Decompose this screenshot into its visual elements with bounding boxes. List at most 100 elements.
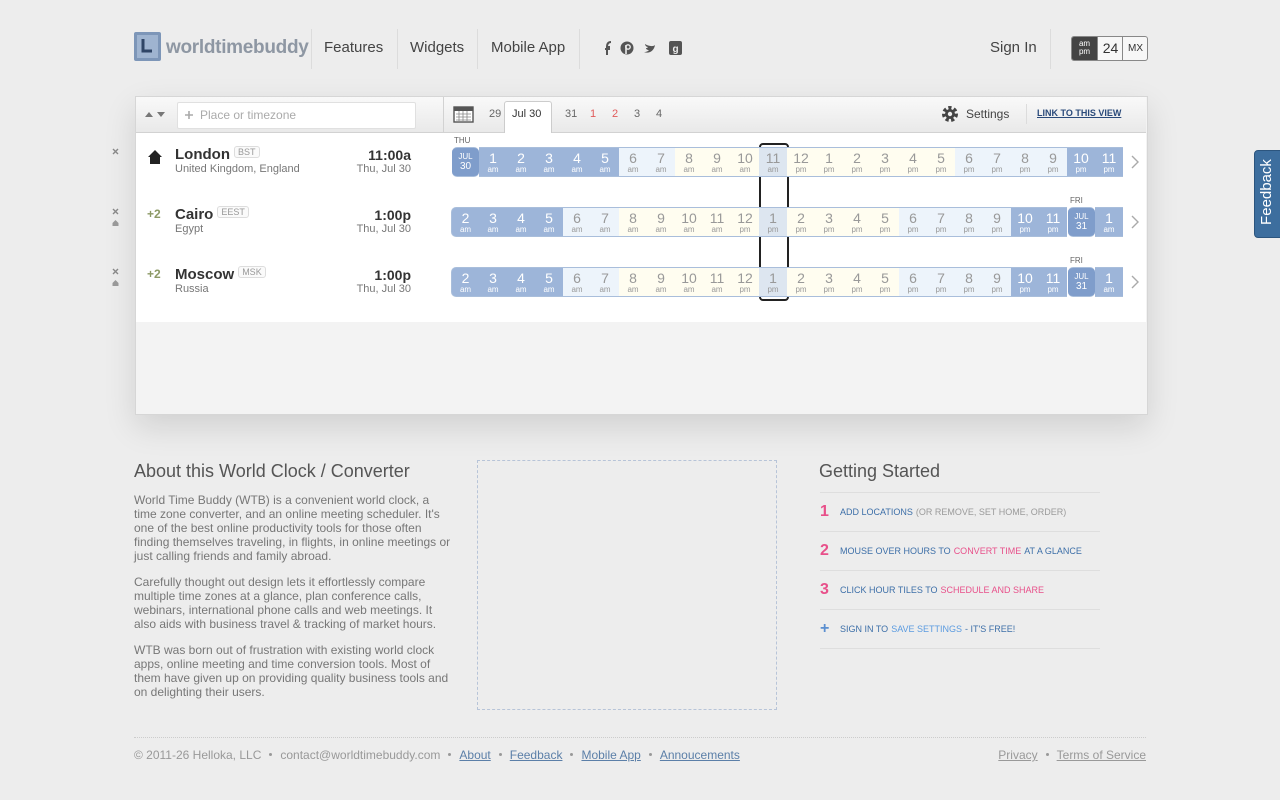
hour-tile[interactable]: 2 pm bbox=[787, 207, 815, 237]
hour-tile[interactable]: 2 am bbox=[451, 267, 479, 297]
scroll-right[interactable] bbox=[1130, 214, 1140, 230]
hour-tile[interactable]: 2 pm bbox=[787, 267, 815, 297]
social-icons[interactable]: g bbox=[598, 39, 688, 57]
hour-tile[interactable]: 4 pm bbox=[899, 147, 927, 177]
search-input[interactable]: Place or timezone bbox=[177, 102, 416, 129]
hour-tile[interactable]: 1 am bbox=[479, 147, 507, 177]
hour-tile[interactable]: 5 am bbox=[535, 207, 563, 237]
hour-tile[interactable]: 2 pm bbox=[843, 147, 871, 177]
date-tab[interactable]: 2 bbox=[612, 108, 619, 120]
remove-location[interactable] bbox=[111, 207, 121, 227]
sort-arrows[interactable] bbox=[143, 108, 169, 120]
hour-tile[interactable]: 12 pm bbox=[731, 207, 759, 237]
hour-tile[interactable]: 7 pm bbox=[983, 147, 1011, 177]
getting-started-item[interactable]: 2 MOUSE OVER HOURS TO CONVERT TIME AT A GLA… bbox=[820, 531, 1100, 570]
getting-started-item[interactable]: 3 CLICK HOUR TILES TO SCHEDULE AND SHARE bbox=[820, 570, 1100, 609]
hour-tile[interactable]: 6 am bbox=[563, 267, 591, 297]
date-tile[interactable]: JUL 31 bbox=[1068, 267, 1095, 297]
hour-tile[interactable]: 5 pm bbox=[871, 267, 899, 297]
date-tab[interactable]: 4 bbox=[656, 108, 663, 120]
hour-tile[interactable]: 9 am bbox=[647, 267, 675, 297]
location-title[interactable]: Cairo bbox=[175, 206, 214, 223]
sign-in[interactable]: Sign In bbox=[990, 39, 1037, 56]
hour-tile[interactable]: 10 pm bbox=[1011, 267, 1039, 297]
email[interactable]: contact@worldtimebuddy.com bbox=[280, 748, 441, 762]
date-tile[interactable]: JUL 31 bbox=[1068, 207, 1095, 237]
hour-tile[interactable]: 8 am bbox=[619, 267, 647, 297]
hour-tile[interactable]: 12 pm bbox=[787, 147, 815, 177]
date-tab[interactable]: 1 bbox=[590, 108, 597, 120]
date-tile[interactable]: JUL 30 bbox=[452, 147, 479, 177]
date-tab[interactable]: 31 bbox=[565, 108, 578, 120]
hour-tile[interactable]: 10 am bbox=[675, 207, 703, 237]
remove-location[interactable] bbox=[111, 267, 121, 287]
footer-link[interactable]: Mobile App bbox=[581, 748, 641, 762]
hour-tile[interactable]: 6 am bbox=[563, 207, 591, 237]
hour-tile[interactable]: 10 pm bbox=[1011, 207, 1039, 237]
hour-tile[interactable]: 9 pm bbox=[983, 267, 1011, 297]
hour-tile[interactable]: 7 pm bbox=[927, 267, 955, 297]
hour-tile[interactable]: 10 pm bbox=[1067, 147, 1095, 177]
hour-tile[interactable]: 4 am bbox=[507, 207, 535, 237]
hour-tile[interactable]: 8 pm bbox=[955, 267, 983, 297]
getting-started-item[interactable]: 1 ADD LOCATIONS (OR REMOVE, SET HOME, ORDE… bbox=[820, 492, 1100, 531]
hour-tile[interactable]: 7 am bbox=[647, 147, 675, 177]
hour-tile[interactable]: 1 am bbox=[1095, 267, 1123, 297]
hour-tile[interactable]: 4 pm bbox=[843, 207, 871, 237]
location-title[interactable]: Moscow bbox=[175, 266, 235, 283]
hour-tile[interactable]: 3 pm bbox=[815, 207, 843, 237]
hour-tile[interactable]: 7 am bbox=[591, 207, 619, 237]
hour-tile[interactable]: 3 am bbox=[479, 267, 507, 297]
hour-tile[interactable]: 9 am bbox=[647, 207, 675, 237]
terms-link[interactable]: Terms of Service bbox=[1056, 748, 1146, 762]
logo-text[interactable]: worldtimebuddy bbox=[166, 37, 309, 58]
hour-tile[interactable]: 2 am bbox=[507, 147, 535, 177]
hour-tile[interactable]: 6 pm bbox=[899, 267, 927, 297]
hour-tile[interactable]: 4 pm bbox=[843, 267, 871, 297]
hour-tile[interactable]: 8 pm bbox=[1011, 147, 1039, 177]
hour-tile[interactable]: 8 am bbox=[619, 207, 647, 237]
hour-tile[interactable]: 11 pm bbox=[1095, 147, 1123, 177]
hour-tile[interactable]: 6 am bbox=[619, 147, 647, 177]
location-name[interactable]: London BST bbox=[175, 146, 260, 163]
calendar-icon[interactable] bbox=[453, 105, 474, 123]
location-name[interactable]: Cairo EEST bbox=[175, 206, 249, 223]
hour-tile[interactable]: 3 am bbox=[535, 147, 563, 177]
date-tab[interactable]: Jul 30 bbox=[512, 108, 542, 120]
footer-link[interactable]: About bbox=[459, 748, 491, 762]
remove-location[interactable] bbox=[111, 147, 121, 167]
hour-tile[interactable]: 6 pm bbox=[899, 207, 927, 237]
getting-started-item[interactable]: + SIGN IN TO SAVE SETTINGS - IT'S FREE! bbox=[820, 609, 1100, 648]
hour-tile[interactable]: 5 pm bbox=[927, 147, 955, 177]
footer-link[interactable]: Feedback bbox=[509, 748, 563, 762]
hour-tile[interactable]: 1 pm bbox=[759, 267, 787, 297]
hour-tile[interactable]: 5 pm bbox=[871, 207, 899, 237]
settings-link[interactable]: Settings bbox=[966, 107, 1010, 121]
hour-tile[interactable]: 6 pm bbox=[955, 147, 983, 177]
link-to-view[interactable]: LINK TO THIS VIEW bbox=[1037, 108, 1122, 118]
feedback-tab[interactable]: Feedback bbox=[1254, 150, 1280, 238]
hour-tile[interactable]: 3 pm bbox=[871, 147, 899, 177]
hour-tile[interactable]: 9 pm bbox=[1039, 147, 1067, 177]
hour-tile[interactable]: 1 pm bbox=[815, 147, 843, 177]
nav-link[interactable]: Widgets bbox=[410, 39, 465, 56]
hour-tile[interactable]: 9 am bbox=[703, 147, 731, 177]
mx-option[interactable]: MX bbox=[1122, 37, 1147, 60]
hour-tile[interactable]: 7 am bbox=[591, 267, 619, 297]
location-name[interactable]: Moscow MSK bbox=[175, 266, 266, 283]
hour-tile[interactable]: 7 pm bbox=[927, 207, 955, 237]
ampm-option[interactable]: am pm bbox=[1072, 37, 1097, 60]
date-tab[interactable]: 3 bbox=[634, 108, 641, 120]
scroll-right[interactable] bbox=[1130, 274, 1140, 290]
settings-gear[interactable] bbox=[940, 104, 960, 124]
hour-tile[interactable]: 12 pm bbox=[731, 267, 759, 297]
nav-link[interactable]: Features bbox=[324, 39, 384, 56]
hour-tile[interactable]: 9 pm bbox=[983, 207, 1011, 237]
hour-tile[interactable]: 11 am bbox=[703, 207, 731, 237]
hour-tile[interactable]: 10 am bbox=[731, 147, 759, 177]
hour-tile[interactable]: 5 am bbox=[535, 267, 563, 297]
hour-tile[interactable]: 1 am bbox=[1095, 207, 1123, 237]
hour-tile[interactable]: 3 am bbox=[479, 207, 507, 237]
hour-tile[interactable]: 2 am bbox=[451, 207, 479, 237]
logo-icon[interactable] bbox=[133, 31, 163, 63]
